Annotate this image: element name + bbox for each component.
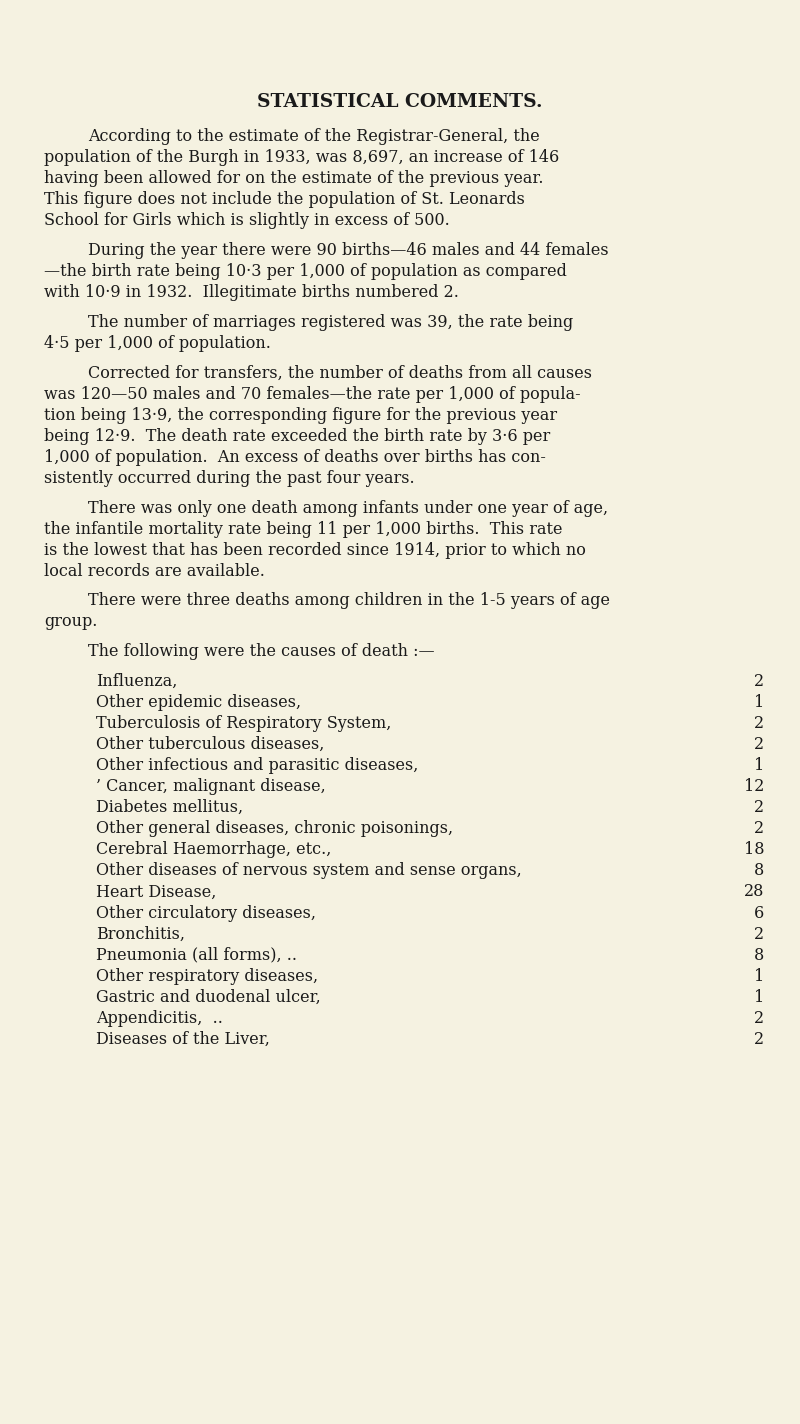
Text: with 10·9 in 1932.  Illegitimate births numbered 2.: with 10·9 in 1932. Illegitimate births n… — [44, 285, 459, 302]
Text: being 12·9.  The death rate exceeded the birth rate by 3·6 per: being 12·9. The death rate exceeded the … — [44, 427, 550, 444]
Text: Other diseases of nervous system and sense organs,: Other diseases of nervous system and sen… — [96, 863, 522, 880]
Text: Other epidemic diseases,: Other epidemic diseases, — [96, 693, 301, 711]
Text: There was only one death among infants under one year of age,: There was only one death among infants u… — [88, 500, 608, 517]
Text: 1,000 of population.  An excess of deaths over births has con-: 1,000 of population. An excess of deaths… — [44, 449, 546, 466]
Text: 8: 8 — [754, 863, 764, 880]
Text: 28: 28 — [744, 883, 764, 900]
Text: Diseases of the Liver,: Diseases of the Liver, — [96, 1031, 270, 1048]
Text: local records are available.: local records are available. — [44, 562, 265, 580]
Text: was 120—50 males and 70 females—the rate per 1,000 of popula-: was 120—50 males and 70 females—the rate… — [44, 386, 581, 403]
Text: Pneumonia (all forms), ..: Pneumonia (all forms), .. — [96, 947, 297, 964]
Text: Other general diseases, chronic poisonings,: Other general diseases, chronic poisonin… — [96, 820, 453, 837]
Text: ’ Cancer, malignant disease,: ’ Cancer, malignant disease, — [96, 778, 326, 795]
Text: sistently occurred during the past four years.: sistently occurred during the past four … — [44, 470, 414, 487]
Text: The number of marriages registered was 39, the rate being: The number of marriages registered was 3… — [88, 313, 574, 330]
Text: 4·5 per 1,000 of population.: 4·5 per 1,000 of population. — [44, 335, 271, 352]
Text: 1: 1 — [754, 758, 764, 775]
Text: Other tuberculous diseases,: Other tuberculous diseases, — [96, 736, 324, 753]
Text: 1: 1 — [754, 988, 764, 1005]
Text: According to the estimate of the Registrar-General, the: According to the estimate of the Registr… — [88, 128, 540, 145]
Text: Other respiratory diseases,: Other respiratory diseases, — [96, 968, 318, 985]
Text: Heart Disease,: Heart Disease, — [96, 883, 216, 900]
Text: 2: 2 — [754, 799, 764, 816]
Text: 6: 6 — [754, 904, 764, 921]
Text: Influenza,: Influenza, — [96, 672, 178, 689]
Text: 2: 2 — [754, 672, 764, 689]
Text: 2: 2 — [754, 820, 764, 837]
Text: This figure does not include the population of St. Leonards: This figure does not include the populat… — [44, 191, 525, 208]
Text: 12: 12 — [744, 778, 764, 795]
Text: There were three deaths among children in the 1-5 years of age: There were three deaths among children i… — [88, 592, 610, 609]
Text: School for Girls which is slightly in excess of 500.: School for Girls which is slightly in ex… — [44, 212, 450, 229]
Text: 2: 2 — [754, 1031, 764, 1048]
Text: 18: 18 — [743, 842, 764, 859]
Text: 1: 1 — [754, 968, 764, 985]
Text: group.: group. — [44, 614, 98, 631]
Text: Appendicitis,  ..: Appendicitis, .. — [96, 1010, 223, 1027]
Text: the infantile mortality rate being 11 per 1,000 births.  This rate: the infantile mortality rate being 11 pe… — [44, 521, 562, 538]
Text: 2: 2 — [754, 715, 764, 732]
Text: population of the Burgh in 1933, was 8,697, an increase of 146: population of the Burgh in 1933, was 8,6… — [44, 150, 559, 167]
Text: Gastric and duodenal ulcer,: Gastric and duodenal ulcer, — [96, 988, 321, 1005]
Text: Diabetes mellitus,: Diabetes mellitus, — [96, 799, 243, 816]
Text: The following were the causes of death :—: The following were the causes of death :… — [88, 644, 434, 661]
Text: having been allowed for on the estimate of the previous year.: having been allowed for on the estimate … — [44, 171, 543, 188]
Text: —the birth rate being 10·3 per 1,000 of population as compared: —the birth rate being 10·3 per 1,000 of … — [44, 263, 567, 281]
Text: 2: 2 — [754, 736, 764, 753]
Text: Other circulatory diseases,: Other circulatory diseases, — [96, 904, 316, 921]
Text: Bronchitis,: Bronchitis, — [96, 926, 185, 943]
Text: During the year there were 90 births—46 males and 44 females: During the year there were 90 births—46 … — [88, 242, 609, 259]
Text: tion being 13·9, the corresponding figure for the previous year: tion being 13·9, the corresponding figur… — [44, 407, 557, 424]
Text: Other infectious and parasitic diseases,: Other infectious and parasitic diseases, — [96, 758, 418, 775]
Text: is the lowest that has been recorded since 1914, prior to which no: is the lowest that has been recorded sin… — [44, 541, 586, 558]
Text: 8: 8 — [754, 947, 764, 964]
Text: 2: 2 — [754, 1010, 764, 1027]
Text: 2: 2 — [754, 926, 764, 943]
Text: Cerebral Haemorrhage, etc.,: Cerebral Haemorrhage, etc., — [96, 842, 331, 859]
Text: Tuberculosis of Respiratory System,: Tuberculosis of Respiratory System, — [96, 715, 391, 732]
Text: STATISTICAL COMMENTS.: STATISTICAL COMMENTS. — [258, 93, 542, 111]
Text: Corrected for transfers, the number of deaths from all causes: Corrected for transfers, the number of d… — [88, 365, 592, 382]
Text: 1: 1 — [754, 693, 764, 711]
